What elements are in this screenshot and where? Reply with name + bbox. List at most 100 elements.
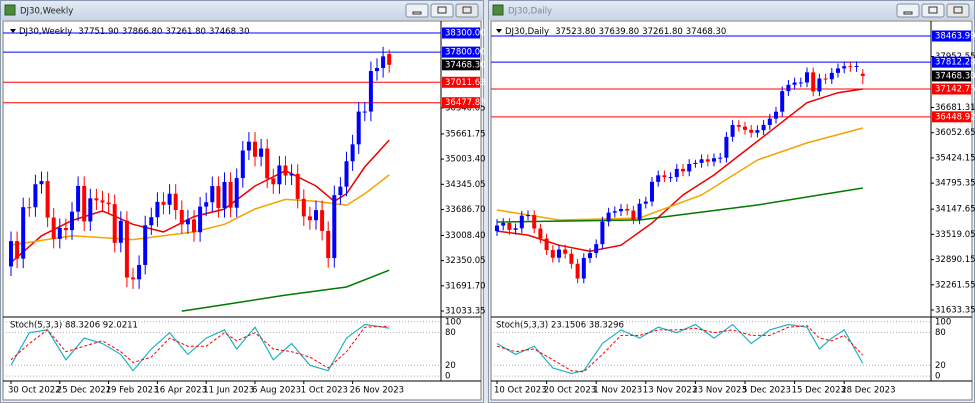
level-label: 36477.83 bbox=[445, 98, 486, 108]
candle-body bbox=[780, 91, 785, 112]
window-button-glyph bbox=[953, 6, 963, 14]
window-icon bbox=[4, 4, 16, 16]
candle-body bbox=[277, 165, 282, 185]
stoch-tick-label: 0 bbox=[445, 372, 450, 382]
level-box bbox=[442, 27, 480, 39]
window-button-glyph bbox=[412, 11, 422, 15]
header-value: 37523.80 bbox=[555, 27, 596, 37]
candle-body bbox=[33, 184, 38, 208]
stoch-tick-label: 20 bbox=[935, 361, 946, 371]
x-tick-label: 6 Aug 2023 bbox=[252, 386, 301, 396]
header-value: 37639.80 bbox=[599, 27, 640, 37]
window-button-glyph bbox=[928, 6, 938, 14]
chart-header: DJ30,Daily 37523.80 37639.80 37261.80 37468.… bbox=[505, 27, 726, 37]
last-price-box bbox=[442, 59, 480, 71]
window-button-glyph bbox=[462, 6, 472, 14]
candle-body bbox=[387, 53, 392, 65]
candle-body bbox=[581, 258, 586, 279]
candle-body bbox=[118, 220, 123, 243]
last-price-box bbox=[932, 70, 971, 82]
x-tick-label: 30 Oct 2022 bbox=[8, 386, 61, 396]
candle-body bbox=[155, 201, 160, 218]
y-tick-label: 31691.70 bbox=[445, 281, 486, 291]
candle-body bbox=[253, 141, 257, 157]
header-value: 37468.30 bbox=[209, 27, 250, 37]
level-label: 36448.92 bbox=[935, 112, 975, 122]
candle-body bbox=[743, 126, 747, 130]
candle-body bbox=[798, 82, 803, 84]
candle-body bbox=[216, 186, 221, 208]
candle-body bbox=[259, 148, 264, 157]
candle-body bbox=[100, 200, 105, 203]
stoch-signal bbox=[10, 325, 390, 369]
stoch-tick-label: 80 bbox=[445, 328, 456, 338]
x-tick-label: 10 Oct 2023 bbox=[494, 386, 547, 396]
y-tick-label: 36052.65 bbox=[935, 128, 975, 138]
candle-body bbox=[836, 68, 840, 73]
candle-body bbox=[681, 168, 685, 172]
candle-body bbox=[805, 72, 809, 83]
candle-body bbox=[314, 210, 318, 221]
candle-body bbox=[192, 219, 196, 233]
candle-body bbox=[210, 186, 215, 203]
window-button[interactable] bbox=[455, 3, 479, 18]
y-tick-label: 35424.15 bbox=[935, 153, 975, 163]
y-tick-label: 32350.05 bbox=[445, 256, 486, 266]
header-value: 37468.30 bbox=[686, 27, 727, 37]
y-tick-label: 35661.75 bbox=[445, 129, 486, 139]
last-price-label: 37468.30 bbox=[935, 71, 975, 81]
window-button[interactable] bbox=[405, 3, 429, 18]
x-tick-label: 26 Nov 2023 bbox=[350, 386, 404, 396]
moving-average bbox=[496, 127, 863, 221]
candle-body bbox=[246, 141, 251, 151]
candle-body bbox=[204, 202, 209, 207]
x-tick-label: 23 Nov 2023 bbox=[692, 386, 746, 396]
x-tick-label: 15 Dec 2023 bbox=[792, 386, 846, 396]
y-tick-label: 36340.05 bbox=[445, 103, 486, 113]
candle-body bbox=[15, 241, 20, 259]
x-tick-label: 13 Nov 2023 bbox=[643, 386, 697, 396]
candle-body bbox=[88, 198, 93, 222]
y-tick-label: 32890.15 bbox=[935, 255, 975, 265]
candle-body bbox=[724, 136, 729, 158]
window-caption bbox=[1, 1, 483, 20]
candle-body bbox=[792, 82, 797, 85]
y-tick-label: 32261.55 bbox=[935, 280, 975, 290]
candle-body bbox=[295, 173, 300, 199]
candle-body bbox=[817, 78, 822, 92]
y-tick-label: 33686.70 bbox=[445, 205, 486, 215]
candle-body bbox=[761, 124, 766, 131]
candle-body bbox=[131, 277, 135, 280]
level-box bbox=[932, 111, 971, 123]
level-label: 37011.63 bbox=[445, 78, 486, 88]
candle-body bbox=[161, 201, 166, 205]
candle-body bbox=[240, 150, 245, 179]
stoch-tick-label: 80 bbox=[935, 328, 946, 338]
candle-body bbox=[569, 253, 574, 264]
candle-body bbox=[344, 161, 349, 187]
y-tick-label: 36681.31 bbox=[935, 103, 975, 113]
window-button-glyph bbox=[903, 11, 913, 15]
candle-body bbox=[185, 219, 190, 225]
moving-average bbox=[181, 269, 390, 312]
window-button[interactable] bbox=[921, 3, 945, 18]
window-button[interactable] bbox=[896, 3, 920, 18]
stoch-signal bbox=[496, 325, 864, 373]
window-title: DJ30,Daily bbox=[508, 7, 552, 17]
window-button[interactable] bbox=[946, 3, 970, 18]
candle-body bbox=[600, 221, 605, 245]
header-value: 37866.80 bbox=[122, 27, 163, 37]
level-box bbox=[932, 56, 971, 68]
candle-body bbox=[124, 220, 129, 278]
candle-body bbox=[234, 178, 239, 208]
header-title: DJ30,Daily bbox=[505, 27, 549, 37]
candle-body bbox=[693, 162, 698, 165]
window-button[interactable] bbox=[430, 3, 454, 18]
level-label: 37812.28 bbox=[935, 58, 975, 68]
candle-body bbox=[755, 130, 760, 133]
candle-body bbox=[699, 159, 704, 163]
window-title: DJ30,Weekly bbox=[20, 7, 73, 17]
stoch-label: Stoch(5,3,3) 23.1506 38.3296 bbox=[496, 321, 624, 331]
candle-body bbox=[356, 111, 361, 145]
